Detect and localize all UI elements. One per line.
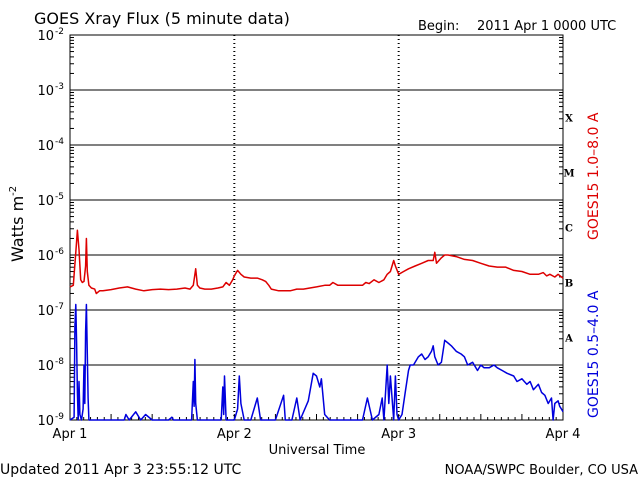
x-tick-label: Apr 1 <box>53 427 88 442</box>
y-tick-label: 10 <box>37 84 54 99</box>
chart-title: GOES Xray Flux (5 minute data) <box>34 9 290 28</box>
series-lines <box>69 229 564 421</box>
x-tick-labels: Apr 1 Apr 2 Apr 3 Apr 4 <box>53 427 581 442</box>
axis-ticks <box>69 37 564 420</box>
y-tick-exponent: -3 <box>55 82 64 92</box>
y-tick-label: 10 <box>37 249 54 264</box>
updated-timestamp: Updated 2011 Apr 3 23:55:12 UTC <box>0 462 241 478</box>
series-line-short <box>69 303 564 421</box>
y-tick-exponent: -6 <box>55 247 64 257</box>
y-tick-exponent: -2 <box>55 27 64 37</box>
plot-frame <box>69 34 564 421</box>
flare-class-m: M <box>563 169 574 180</box>
flare-class-c: C <box>565 224 573 235</box>
gridlines <box>70 35 563 420</box>
y-tick-label: 10 <box>37 414 54 429</box>
y-tick-exponent: -4 <box>55 137 64 147</box>
begin-value: 2011 Apr 1 0000 UTC <box>477 19 616 34</box>
y-tick-label: 10 <box>37 29 54 44</box>
legend-series-short: GOES15 0.5–4.0 A <box>586 290 602 418</box>
y-tick-exponent: -9 <box>55 412 64 422</box>
series-line-long <box>69 229 564 295</box>
y-tick-exponent: -7 <box>55 302 64 312</box>
y-axis-label-exponent: -2 <box>8 186 19 196</box>
y-axis-label: Watts m-2 <box>8 186 27 262</box>
flare-class-labels: X M C B A <box>563 114 574 345</box>
y-tick-labels: 10-210-310-410-510-610-710-810-9 <box>37 27 64 429</box>
begin-label: Begin: <box>418 19 459 34</box>
legend-series-long: GOES15 1.0–8.0 A <box>586 112 602 240</box>
x-tick-label: Apr 2 <box>217 427 252 442</box>
y-tick-label: 10 <box>37 359 54 374</box>
x-axis-label: Universal Time <box>269 443 366 458</box>
flare-class-x: X <box>565 114 573 125</box>
y-tick-exponent: -8 <box>55 357 64 367</box>
flare-class-a: A <box>564 334 573 345</box>
y-tick-exponent: -5 <box>55 192 64 202</box>
flare-class-b: B <box>565 279 573 290</box>
x-tick-label: Apr 4 <box>546 427 581 442</box>
y-tick-label: 10 <box>37 304 54 319</box>
y-axis-label-text: Watts m <box>8 196 27 262</box>
credit-label: NOAA/SWPC Boulder, CO USA <box>445 463 638 478</box>
y-tick-label: 10 <box>37 194 54 209</box>
y-tick-label: 10 <box>37 139 54 154</box>
x-tick-label: Apr 3 <box>381 427 416 442</box>
